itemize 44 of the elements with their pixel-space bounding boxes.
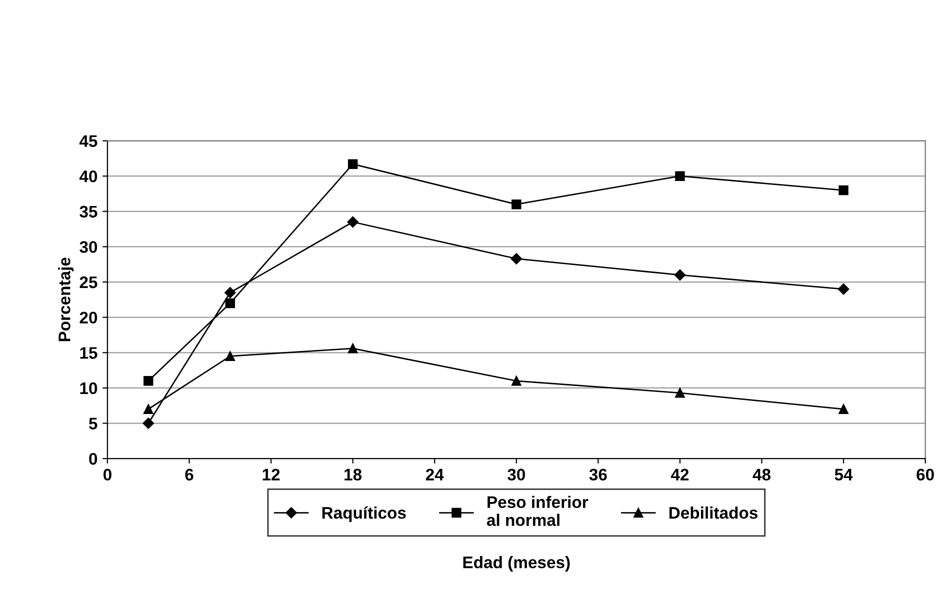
point	[347, 216, 358, 228]
x-tick-label: 36	[589, 468, 607, 481]
point	[675, 388, 685, 398]
x-tick-label: 0	[103, 468, 112, 481]
point	[348, 159, 358, 169]
y-tick-label: 45	[79, 135, 98, 147]
point	[838, 185, 848, 196]
x-tick-label: 60	[916, 468, 934, 481]
y-tick-label: 0	[89, 452, 98, 465]
y-tick-label: 35	[80, 206, 98, 218]
point	[838, 283, 850, 295]
x-tick-label: 30	[508, 468, 525, 481]
point	[348, 344, 358, 354]
point	[225, 351, 236, 362]
y-tick-label: 5	[88, 418, 98, 430]
x-tick-label: 24	[426, 468, 444, 480]
y-tick-label: 30	[80, 241, 98, 253]
y-tick-label: 40	[79, 170, 98, 182]
point	[674, 269, 686, 281]
point	[512, 376, 522, 386]
y-axis-title: Porcentaje	[58, 258, 74, 342]
x-axis-title: Edad (meses)	[463, 556, 570, 572]
point	[143, 404, 154, 414]
y-tick-label: 25	[80, 276, 98, 288]
x-tick-label: 6	[185, 468, 194, 481]
x-tick-label: 48	[752, 468, 771, 481]
point	[838, 404, 848, 414]
legend-label: Debilitados	[669, 506, 758, 519]
x-tick-label: 12	[262, 468, 280, 480]
point	[142, 418, 154, 429]
point	[510, 253, 522, 264]
x-tick-label: 42	[670, 468, 689, 480]
x-tick-label: 18	[344, 468, 362, 481]
y-tick-label: 10	[80, 382, 98, 394]
point	[675, 171, 685, 181]
point	[224, 287, 236, 298]
legend-label: Raquíticos	[322, 506, 406, 522]
y-tick-label: 20	[80, 312, 98, 324]
point	[143, 376, 154, 386]
point	[225, 298, 236, 308]
legend-label: Peso inferior al normal	[486, 496, 588, 526]
x-tick-label: 54	[834, 468, 853, 481]
point	[512, 199, 522, 210]
y-tick-label: 15	[80, 347, 98, 359]
